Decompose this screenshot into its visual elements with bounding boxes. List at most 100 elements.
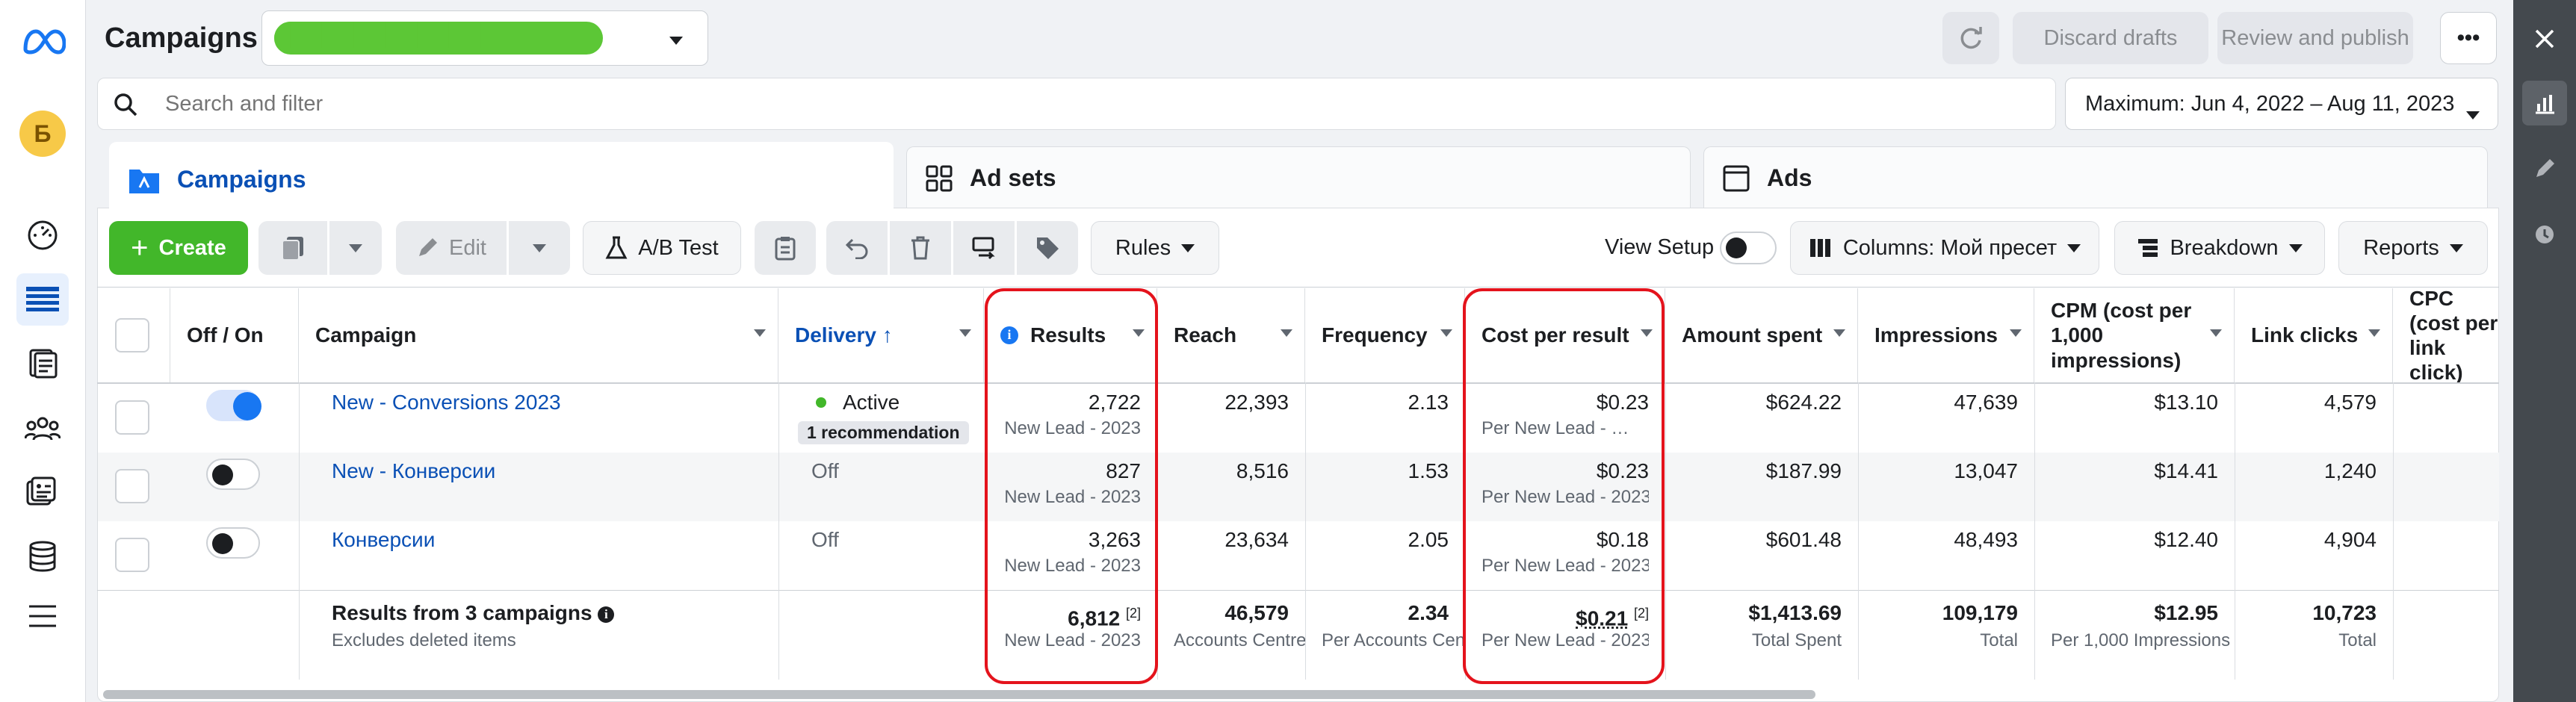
table-row[interactable]: New - Conversions 2023 Active 1 recommen…	[97, 384, 2499, 453]
search-bar	[97, 78, 2056, 130]
table-row[interactable]: New - Конверсии Off 827 New Lead - 2023 …	[97, 453, 2499, 521]
header-cost-per-result[interactable]: Cost per result	[1465, 288, 1665, 382]
info-icon: i	[1000, 326, 1018, 344]
summary-frequency-sub: Per Accounts Centre account	[1322, 630, 1465, 650]
header-delivery-label: Delivery ↑	[795, 323, 893, 347]
header-impressions[interactable]: Impressions	[1858, 288, 2034, 382]
col-divider	[299, 382, 300, 680]
view-setup-toggle[interactable]	[1720, 232, 1777, 264]
duplicate-dropdown[interactable]	[329, 221, 382, 275]
preview-button[interactable]	[953, 221, 1015, 275]
tab-campaigns[interactable]: Campaigns	[109, 142, 894, 217]
reports-button[interactable]: Reports	[2338, 221, 2488, 275]
col-divider	[2034, 382, 2035, 680]
results-sub: New Lead - 2023	[1004, 418, 1141, 438]
tab-ads[interactable]: Ads	[1703, 146, 2488, 209]
campaign-name-link[interactable]: New - Конверсии	[332, 459, 496, 482]
header-results[interactable]: i Results	[984, 288, 1157, 382]
view-setup-label: View Setup	[1605, 235, 1715, 259]
chevron-down-icon	[533, 243, 546, 252]
campaign-toggle-on[interactable]	[206, 390, 261, 421]
nav-menu-icon[interactable]	[16, 590, 69, 642]
campaigns-folder-icon	[129, 169, 159, 193]
campaign-name-link[interactable]: Конверсии	[332, 528, 436, 551]
nav-pages-icon[interactable]	[16, 338, 69, 390]
review-and-publish-button[interactable]: Review and publish	[2217, 12, 2413, 64]
summary-cpr-value: $0.21	[1576, 606, 1629, 630]
info-icon[interactable]: i	[598, 606, 615, 623]
refresh-button[interactable]	[1942, 12, 1999, 64]
campaign-toggle-off[interactable]	[206, 527, 260, 559]
spent-value: $187.99	[1765, 459, 1842, 482]
row-checkbox[interactable]	[115, 400, 149, 435]
select-all-checkbox[interactable]	[115, 318, 149, 352]
sort-caret-icon	[1833, 329, 1845, 337]
close-icon[interactable]	[2522, 16, 2567, 61]
cost-per-result-highlight	[1463, 288, 1665, 684]
date-range-picker[interactable]: Maximum: Jun 4, 2022 – Aug 11, 2023	[2065, 78, 2498, 130]
results-value: 3,263	[1088, 528, 1141, 551]
avatar[interactable]: Б	[19, 111, 66, 157]
account-name-redacted: █████████████	[274, 22, 603, 55]
tab-ad-sets[interactable]: Ad sets	[906, 146, 1691, 209]
ad-sets-grid-icon	[926, 165, 953, 191]
summary-title-text: Results from 3 campaigns	[332, 601, 592, 624]
summary-cpr-note: [2]	[1633, 606, 1649, 621]
clipboard-button[interactable]	[755, 221, 816, 275]
active-dot-icon	[816, 397, 826, 408]
horizontal-scrollbar[interactable]	[103, 690, 1815, 699]
header-link-clicks[interactable]: Link clicks	[2235, 288, 2393, 382]
breakdown-button[interactable]: Breakdown	[2114, 221, 2325, 275]
performance-chart-icon[interactable]	[2522, 81, 2567, 125]
duplicate-button[interactable]	[258, 221, 327, 275]
edit-button[interactable]: Edit	[396, 221, 507, 275]
nav-billing-icon[interactable]	[16, 530, 69, 583]
discard-drafts-button[interactable]: Discard drafts	[2013, 12, 2208, 64]
columns-button[interactable]: Columns: Мой пресет	[1790, 221, 2099, 275]
header-off-on: Off / On	[170, 288, 299, 382]
tag-button[interactable]	[1017, 221, 1078, 275]
results-value: 2,722	[1088, 391, 1141, 414]
edit-dropdown[interactable]	[509, 221, 570, 275]
cpr-value: $0.23	[1596, 459, 1649, 482]
nav-audiences-icon[interactable]	[16, 402, 69, 454]
more-options-button[interactable]: •••	[2440, 12, 2497, 64]
summary-reach-sub: Accounts Centre accounts	[1174, 630, 1305, 650]
summary-results-note: [2]	[1125, 606, 1141, 621]
create-button[interactable]: + Create	[109, 221, 248, 275]
header-cpc[interactable]: CPC (cost per link click)	[2393, 288, 2499, 382]
spent-value: $601.48	[1765, 528, 1842, 551]
tab-ad-sets-label: Ad sets	[970, 164, 1056, 191]
history-clock-icon[interactable]	[2522, 212, 2567, 257]
search-input[interactable]	[165, 86, 2033, 122]
undo-button[interactable]	[826, 221, 888, 275]
campaign-name-link[interactable]: New - Conversions 2023	[332, 391, 561, 414]
header-reach[interactable]: Reach	[1157, 288, 1305, 382]
header-frequency[interactable]: Frequency	[1305, 288, 1465, 382]
sort-caret-icon	[959, 329, 971, 337]
ab-test-button[interactable]: A/B Test	[583, 221, 741, 275]
ads-window-icon	[1723, 165, 1750, 191]
rules-button[interactable]: Rules	[1091, 221, 1219, 275]
edit-pencil-icon[interactable]	[2522, 146, 2567, 191]
account-selector[interactable]: █████████████	[261, 10, 708, 66]
nav-catalog-icon[interactable]	[16, 466, 69, 518]
row-checkbox[interactable]	[115, 538, 149, 572]
header-cpm[interactable]: CPM (cost per 1,000 impressions)	[2034, 288, 2235, 382]
sort-caret-icon	[1133, 329, 1145, 337]
recommendation-badge[interactable]: 1 recommendation	[798, 421, 969, 444]
header-results-label: Results	[1030, 323, 1106, 347]
table-row[interactable]: Конверсии Off 3,263 New Lead - 2023 23,6…	[97, 521, 2499, 590]
nav-campaigns-table-icon[interactable]	[16, 273, 69, 326]
header-amount-spent[interactable]: Amount spent	[1665, 288, 1858, 382]
campaign-toggle-off[interactable]	[206, 459, 260, 490]
meta-logo-icon[interactable]	[21, 27, 66, 60]
header-delivery[interactable]: Delivery ↑	[778, 288, 984, 382]
nav-overview-icon[interactable]	[16, 209, 69, 261]
header-campaign[interactable]: Campaign	[299, 288, 778, 382]
sort-caret-icon	[1641, 329, 1653, 337]
cpm-value: $13.10	[2154, 391, 2218, 414]
reach-value: 8,516	[1236, 459, 1289, 482]
delete-button[interactable]	[890, 221, 951, 275]
row-checkbox[interactable]	[115, 469, 149, 503]
